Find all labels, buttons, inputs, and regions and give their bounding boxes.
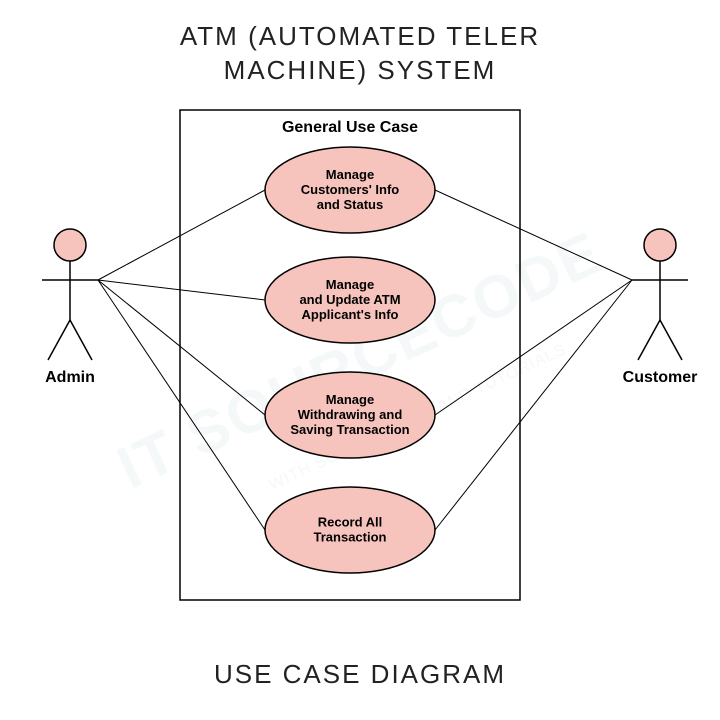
actor-customer: Customer bbox=[623, 229, 698, 386]
association-line bbox=[435, 280, 632, 530]
usecase-layer: ManageCustomers' Infoand StatusManageand… bbox=[265, 147, 435, 573]
association-line bbox=[98, 190, 265, 280]
usecase-diagram: General Use Case ManageCustomers' Infoan… bbox=[0, 0, 720, 720]
usecase-label: Transaction bbox=[314, 530, 387, 545]
association-line bbox=[435, 280, 632, 415]
association-layer bbox=[98, 190, 632, 530]
usecase-label: Manage bbox=[326, 392, 374, 407]
actor-admin: Admin bbox=[42, 229, 98, 386]
usecase-uc4: Record AllTransaction bbox=[265, 487, 435, 573]
usecase-label: Record All bbox=[318, 515, 383, 530]
association-line bbox=[98, 280, 265, 415]
usecase-uc2: Manageand Update ATMApplicant's Info bbox=[265, 257, 435, 343]
usecase-label: Withdrawing and bbox=[298, 407, 403, 422]
usecase-label: and Update ATM bbox=[299, 292, 400, 307]
association-line bbox=[98, 280, 265, 530]
usecase-label: Saving Transaction bbox=[290, 422, 409, 437]
usecase-label: Customers' Info bbox=[301, 182, 399, 197]
association-line bbox=[98, 280, 265, 300]
usecase-label: Manage bbox=[326, 167, 374, 182]
usecase-uc1: ManageCustomers' Infoand Status bbox=[265, 147, 435, 233]
usecase-label: Manage bbox=[326, 277, 374, 292]
actor-label: Customer bbox=[623, 369, 698, 386]
actor-label: Admin bbox=[45, 369, 95, 386]
usecase-uc3: ManageWithdrawing andSaving Transaction bbox=[265, 372, 435, 458]
usecase-label: Applicant's Info bbox=[302, 307, 399, 322]
association-line bbox=[435, 190, 632, 280]
usecase-label: and Status bbox=[317, 197, 383, 212]
page-subtitle: USE CASE DIAGRAM bbox=[0, 659, 720, 690]
system-label: General Use Case bbox=[282, 119, 418, 136]
